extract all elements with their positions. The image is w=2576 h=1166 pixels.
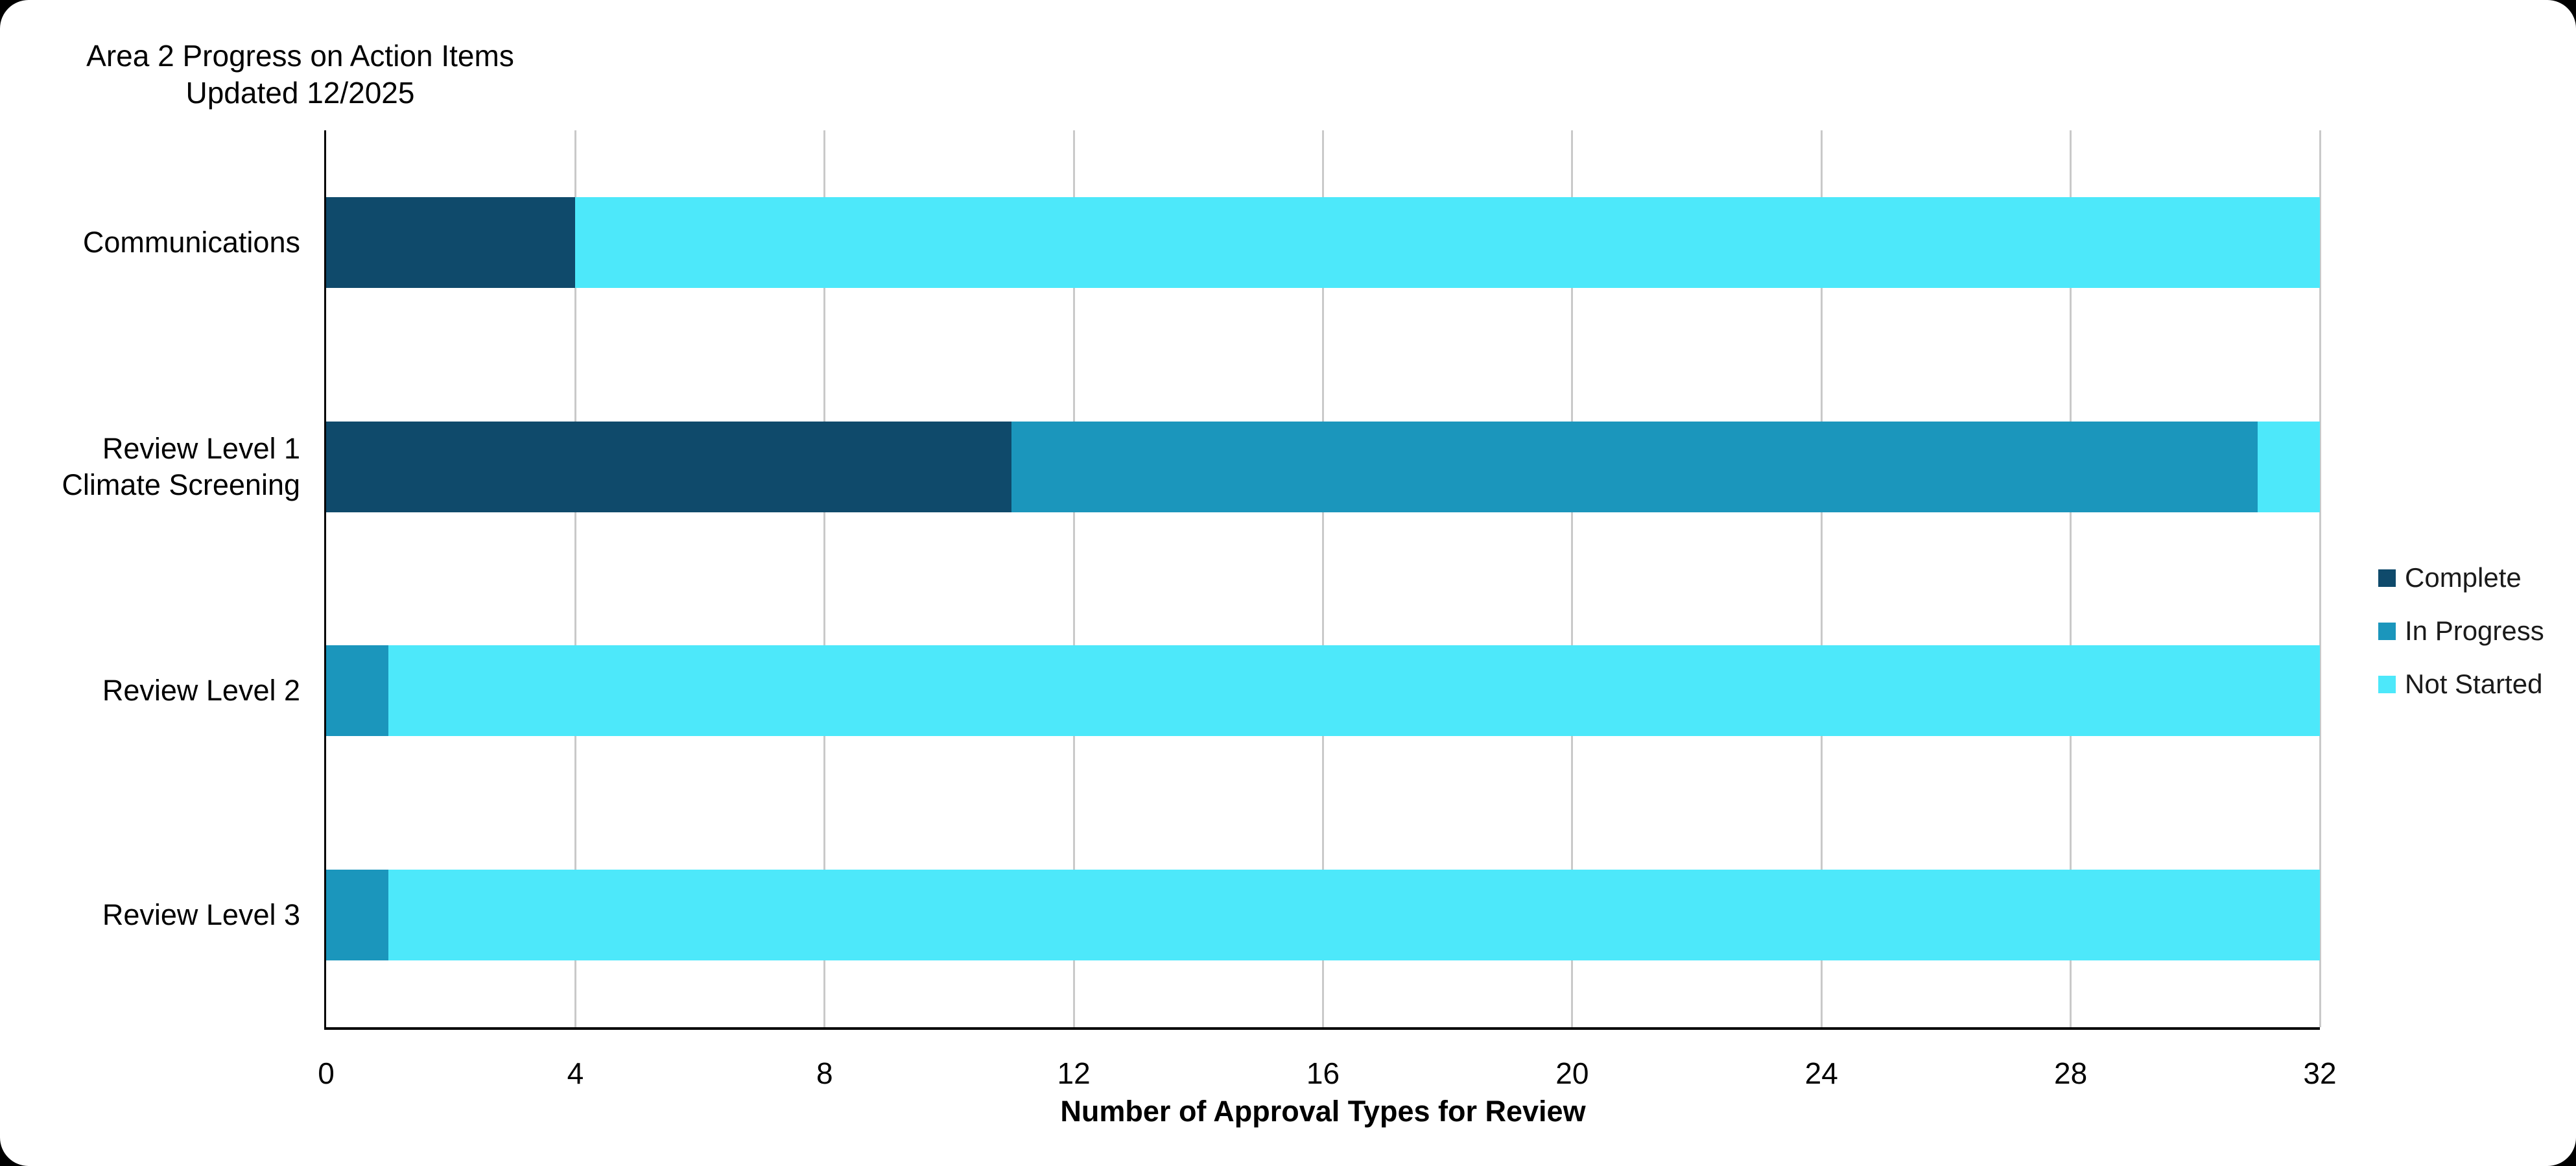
chart-title: Area 2 Progress on Action Items — [86, 39, 514, 73]
category-label-2: Review Level 1 Climate Screening — [62, 431, 300, 501]
x-tick-label-8: 8 — [816, 1056, 833, 1090]
legend-swatch-not-started — [2378, 675, 2396, 693]
legend: Complete In Progress Not Started — [2378, 559, 2544, 719]
x-tick-label-4: 4 — [567, 1056, 584, 1090]
legend-label: In Progress — [2405, 615, 2544, 646]
x-tick-label-24: 24 — [1804, 1056, 1838, 1090]
bar-segment-complete-row-1[interactable] — [326, 196, 576, 288]
legend-item-in-progress[interactable]: In Progress — [2378, 612, 2544, 650]
bar-segment-in-progress-row-2[interactable] — [1011, 421, 2258, 512]
x-tick-label-0: 0 — [318, 1056, 335, 1090]
bar-segment-complete-row-2[interactable] — [326, 421, 1012, 512]
x-tick-label-12: 12 — [1057, 1056, 1091, 1090]
legend-swatch-in-progress — [2378, 622, 2396, 640]
x-tick-label-20: 20 — [1555, 1056, 1589, 1090]
x-tick-label-32: 32 — [2303, 1056, 2337, 1090]
gridline-x-16 — [1322, 130, 1324, 1027]
bar-segment-in-progress-row-4[interactable] — [326, 870, 389, 961]
gridline-x-8 — [823, 130, 826, 1027]
gridline-x-24 — [1820, 130, 1823, 1027]
gridline-x-4 — [574, 130, 576, 1027]
gridline-x-12 — [1072, 130, 1075, 1027]
bar-segment-not-started-row-4[interactable] — [388, 870, 2320, 961]
gridline-x-20 — [1571, 130, 1574, 1027]
gridline-x-32 — [2319, 130, 2321, 1027]
category-label-3: Review Level 2 — [102, 674, 300, 708]
x-tick-label-28: 28 — [2054, 1056, 2088, 1090]
x-axis-line — [324, 1027, 2320, 1030]
bar-segment-not-started-row-3[interactable] — [388, 645, 2320, 737]
chart-title-block: Area 2 Progress on Action Items Updated … — [71, 38, 529, 112]
bar-segment-in-progress-row-3[interactable] — [326, 645, 389, 737]
category-label-1: Communications — [82, 225, 300, 259]
bar-segment-not-started-row-1[interactable] — [575, 196, 2320, 288]
legend-item-complete[interactable]: Complete — [2378, 559, 2544, 597]
gridline-x-28 — [2070, 130, 2072, 1027]
x-tick-label-16: 16 — [1306, 1056, 1340, 1090]
legend-swatch-complete — [2378, 569, 2396, 587]
legend-label: Not Started — [2405, 669, 2543, 699]
bar-segment-not-started-row-2[interactable] — [2257, 421, 2320, 512]
x-axis-title: Number of Approval Types for Review — [1060, 1095, 1586, 1128]
chart-subtitle: Updated 12/2025 — [185, 76, 415, 110]
legend-item-not-started[interactable]: Not Started — [2378, 665, 2544, 703]
category-label-4: Review Level 3 — [102, 898, 300, 932]
legend-label: Complete — [2405, 562, 2522, 593]
y-axis-line — [324, 130, 326, 1030]
